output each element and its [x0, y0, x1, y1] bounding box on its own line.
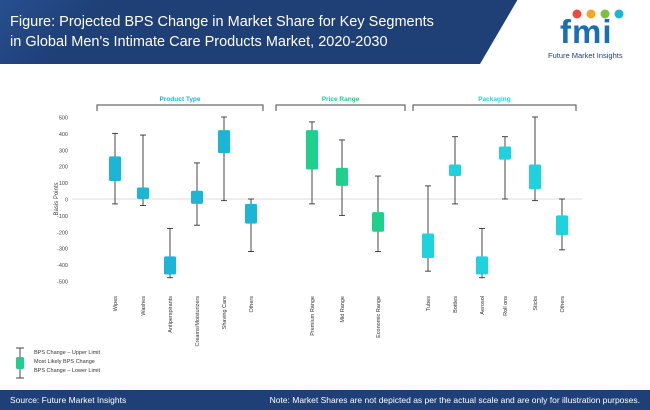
- category-label: Washes: [141, 296, 147, 316]
- category-label: Mid Range: [340, 296, 346, 323]
- y-tick-label: 0: [65, 198, 68, 204]
- most-likely-box: [449, 164, 461, 177]
- title-line-2: in Global Men's Intimate Care Products M…: [10, 34, 388, 50]
- bps-box-chart: 500 400 300 200 100 0 -100 -200 -300 -400 -500 Basi…: [16, 96, 582, 379]
- y-tick-label: 100: [59, 181, 68, 187]
- y-tick-label: 400: [59, 132, 68, 138]
- most-likely-box: [556, 215, 568, 236]
- most-likely-box: [218, 130, 230, 154]
- y-tick-label: -500: [57, 280, 68, 286]
- most-likely-box: [137, 187, 149, 199]
- category-label: Sticks: [533, 296, 539, 311]
- legend-box: [16, 357, 24, 369]
- group-bracket: [275, 104, 406, 111]
- y-tick-label: 300: [59, 148, 68, 154]
- logo-icons: [572, 9, 624, 19]
- category-label: Premium Range: [310, 296, 316, 336]
- logo-dot-icon: [614, 9, 624, 19]
- group-label: Packaging: [478, 96, 511, 103]
- category-label: Bottles: [453, 296, 459, 313]
- group-bracket: [412, 104, 577, 111]
- logo-dot-icon: [572, 9, 582, 19]
- footer-bar: Source: Future Market Insights Note: Mar…: [0, 390, 650, 410]
- group-label: Price Range: [322, 96, 360, 103]
- most-likely-box: [164, 256, 176, 275]
- header-banner: Figure: Projected BPS Change in Market S…: [0, 0, 650, 64]
- legend-entry: BPS Change – Upper Limit: [34, 350, 101, 356]
- most-likely-box: [499, 146, 511, 160]
- category-label: Creams/Moisturizers: [195, 296, 201, 347]
- y-tick-label: -400: [57, 263, 68, 269]
- category-label: Shaving Care: [222, 296, 228, 329]
- legend-entry: BPS Change – Lower Limit: [34, 368, 101, 374]
- category-label: Others: [560, 296, 566, 313]
- logo-dot-icon: [600, 9, 610, 19]
- most-likely-box: [109, 156, 121, 181]
- category-label: Wipes: [113, 296, 119, 312]
- logo-name: Future Market Insights: [548, 51, 623, 60]
- y-axis-label: Basis Points: [54, 182, 60, 215]
- header-accent: [0, 0, 120, 64]
- most-likely-box: [336, 167, 348, 186]
- most-likely-box: [306, 130, 318, 170]
- logo-mark: fmi: [560, 13, 613, 50]
- category-label: Economic Range: [376, 296, 382, 338]
- category-label: Antiperspirants: [168, 296, 174, 333]
- y-tick-label: 200: [59, 165, 68, 171]
- y-tick-label: -200: [57, 230, 68, 236]
- title-line-1: Figure: Projected BPS Change in Market S…: [10, 14, 434, 30]
- footer-source: Source: Future Market Insights: [10, 395, 127, 405]
- chart-area: 500 400 300 200 100 0 -100 -200 -300 -400 -500 Basi…: [0, 70, 650, 390]
- footer-note: Note: Market Shares are not depicted as …: [269, 395, 640, 405]
- most-likely-box: [245, 203, 257, 224]
- y-tick-label: -300: [57, 247, 68, 253]
- group-bracket: [96, 104, 264, 111]
- category-label: Others: [249, 296, 255, 313]
- most-likely-box: [476, 256, 488, 275]
- most-likely-box: [191, 190, 203, 204]
- category-label: Tubes: [426, 296, 432, 311]
- most-likely-box: [422, 233, 434, 259]
- category-label: Roll ons: [503, 296, 509, 316]
- y-tick-label: 500: [59, 116, 68, 122]
- most-likely-box: [372, 212, 384, 232]
- most-likely-box: [529, 164, 541, 190]
- page-title: Figure: Projected BPS Change in Market S…: [10, 12, 440, 52]
- y-tick-label: -100: [57, 214, 68, 220]
- group-label: Product Type: [159, 96, 200, 103]
- legend-entry: Most Likely BPS Change: [34, 359, 95, 365]
- logo-dot-icon: [586, 9, 596, 19]
- category-label: Aerosol: [480, 296, 486, 315]
